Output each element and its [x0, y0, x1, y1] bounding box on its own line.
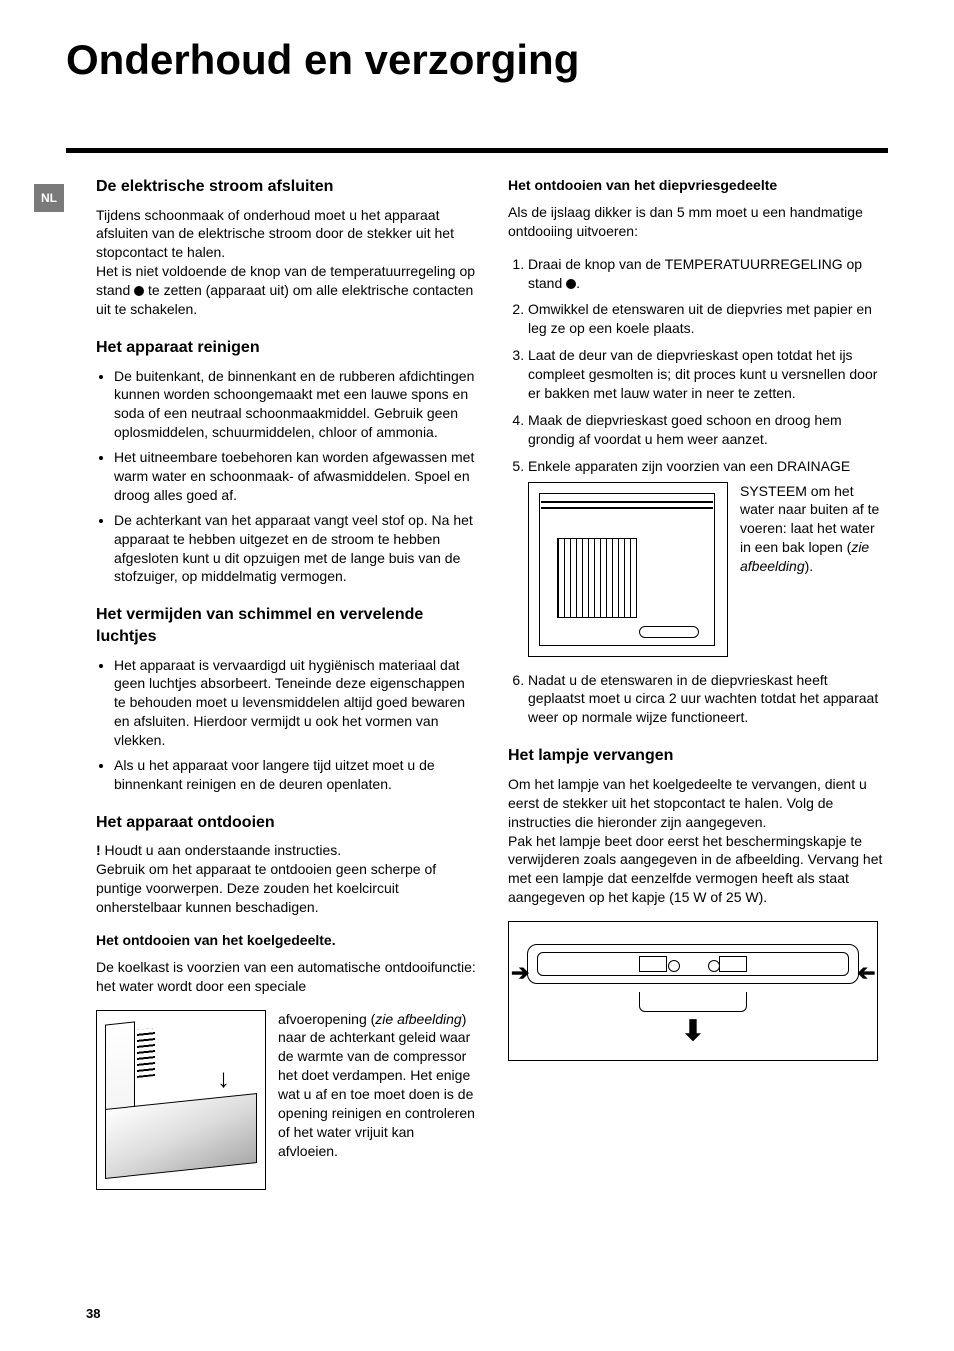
figure-element	[541, 507, 713, 510]
text: te zetten (apparaat uit) om alle elektri…	[96, 282, 473, 317]
horizontal-rule	[66, 148, 888, 153]
section-power-off: De elektrische stroom afsluiten Tijdens …	[96, 176, 476, 319]
bulb-icon	[719, 956, 747, 972]
text: Houdt u aan onderstaande instructies.	[101, 842, 342, 858]
figure-with-text: ↓ afvoeropening (zie afbeelding) naar de…	[96, 1010, 476, 1190]
text: afvoeropening (	[278, 1011, 375, 1027]
down-arrow-icon: ↓	[217, 1061, 230, 1096]
section-lamp: Het lampje vervangen Om het lampje van h…	[508, 745, 888, 1061]
list-item: De buitenkant, de binnenkant en de rubbe…	[114, 367, 476, 443]
list-item: De achterkant van het apparaat vangt vee…	[114, 511, 476, 587]
bulb-icon	[639, 956, 667, 972]
list-item: Enkele apparaten zijn voorzien van een D…	[528, 457, 888, 657]
figure-element	[537, 952, 849, 976]
text: Tijdens schoonmaak of onderhoud moet u h…	[96, 207, 454, 261]
right-arrow-icon: ➔	[511, 958, 529, 988]
heading: Het vermijden van schimmel en vervelende…	[96, 604, 476, 647]
figure-caption-text: SYSTEEM om het water naar buiten af te v…	[740, 482, 888, 657]
down-arrow-icon: ⬇	[681, 1012, 704, 1050]
body-text: Om het lampje van het koelgedeelte te ve…	[508, 775, 888, 907]
text: .	[576, 275, 580, 291]
figure-element	[639, 992, 747, 1012]
list-item: Nadat u de etenswaren in de diepvrieskas…	[528, 671, 888, 728]
text: Pak het lampje beet door eerst het besch…	[508, 833, 882, 906]
section-mould: Het vermijden van schimmel en vervelende…	[96, 604, 476, 793]
figure-element	[137, 1028, 155, 1078]
heading: Het apparaat ontdooien	[96, 812, 476, 834]
drainage-system-figure	[528, 482, 728, 657]
text: Gebruik om het apparaat te ontdooien gee…	[96, 861, 436, 915]
dot-icon	[566, 279, 576, 289]
figure-element	[541, 501, 713, 504]
text: ) naar de achterkant geleid waar de warm…	[278, 1011, 475, 1159]
body-text: De koelkast is voorzien van een automati…	[96, 958, 476, 996]
right-column: Het ontdooien van het diepvriesgedeelte …	[508, 176, 888, 1208]
drain-opening-figure: ↓	[96, 1010, 266, 1190]
section-defrost: Het apparaat ontdooien ! Houdt u aan ond…	[96, 812, 476, 1190]
heading: Het lampje vervangen	[508, 745, 888, 767]
figure-caption-text: afvoeropening (zie afbeelding) naar de a…	[278, 1010, 476, 1190]
language-tab: NL	[34, 184, 64, 212]
body-text: Als de ijslaag dikker is dan 5 mm moet u…	[508, 203, 888, 241]
list-item: Omwikkel de etenswaren uit de diepvries …	[528, 300, 888, 338]
figure-element	[639, 626, 699, 638]
page-number: 38	[86, 1306, 100, 1321]
list-item: Laat de deur van de diepvrieskast open t…	[528, 346, 888, 403]
list-item: Maak de diepvrieskast goed schoon en dro…	[528, 411, 888, 449]
text: ).	[805, 558, 814, 574]
text: Om het lampje van het koelgedeelte te ve…	[508, 776, 867, 830]
body-text: ! Houdt u aan onderstaande instructies. …	[96, 841, 476, 917]
bullet-list: Het apparaat is vervaardigd uit hygiënis…	[96, 656, 476, 794]
heading: De elektrische stroom afsluiten	[96, 176, 476, 198]
lamp-replace-figure: ➔ ➔ ⬇	[508, 921, 878, 1061]
italic-text: zie afbeelding	[375, 1011, 461, 1027]
content-columns: De elektrische stroom afsluiten Tijdens …	[96, 176, 888, 1208]
list-item: Draai de knop van de TEMPERATUURREGELING…	[528, 255, 888, 293]
dot-icon	[134, 286, 144, 296]
left-arrow-icon: ➔	[857, 958, 875, 988]
section-defrost-freezer: Het ontdooien van het diepvriesgedeelte …	[508, 176, 888, 727]
left-column: De elektrische stroom afsluiten Tijdens …	[96, 176, 476, 1208]
ordered-list: Draai de knop van de TEMPERATUURREGELING…	[508, 255, 888, 728]
list-item: Als u het apparaat voor langere tijd uit…	[114, 756, 476, 794]
body-text: Tijdens schoonmaak of onderhoud moet u h…	[96, 206, 476, 319]
subheading: Het ontdooien van het koelgedeelte.	[96, 931, 476, 950]
section-cleaning: Het apparaat reinigen De buitenkant, de …	[96, 337, 476, 586]
page-title: Onderhoud en verzorging	[66, 36, 579, 84]
heading: Het apparaat reinigen	[96, 337, 476, 359]
list-item: Het apparaat is vervaardigd uit hygiënis…	[114, 656, 476, 750]
figure-with-text: SYSTEEM om het water naar buiten af te v…	[528, 482, 888, 657]
list-item: Het uitneembare toebehoren kan worden af…	[114, 448, 476, 505]
bullet-list: De buitenkant, de binnenkant en de rubbe…	[96, 367, 476, 587]
figure-element	[557, 538, 637, 618]
subheading: Het ontdooien van het diepvriesgedeelte	[508, 176, 888, 195]
text: Enkele apparaten zijn voorzien van een D…	[528, 458, 850, 474]
